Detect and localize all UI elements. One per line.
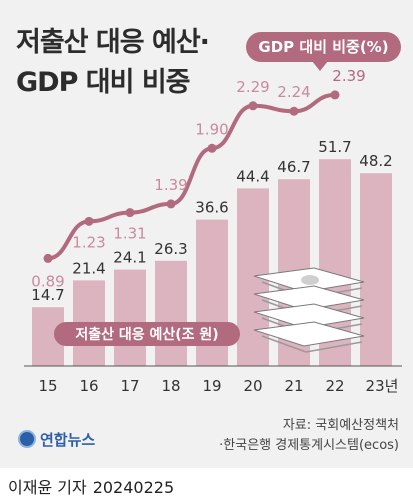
line-legend-bubble-tail bbox=[312, 61, 328, 71]
line-point bbox=[43, 253, 53, 263]
bar-18 bbox=[155, 260, 187, 366]
bar-value-label: 21.4 bbox=[72, 259, 105, 277]
line-legend-label: GDP 대비 비중(%) bbox=[258, 38, 389, 56]
line-value-label: 1.31 bbox=[113, 225, 146, 243]
bar-value-label: 48.2 bbox=[359, 152, 392, 170]
agency-logo-block: 연합뉴스 bbox=[18, 428, 95, 450]
x-tick-label: 20 bbox=[243, 377, 262, 395]
agency-logo-icon bbox=[18, 430, 36, 448]
x-tick-label: 23년 bbox=[366, 377, 399, 395]
line-point bbox=[84, 216, 94, 226]
bar-value-label: 51.7 bbox=[318, 138, 351, 156]
line-point bbox=[330, 90, 340, 100]
line-value-label: 0.89 bbox=[31, 272, 64, 290]
bar-value-labels: 14.7 21.4 24.1 26.3 36.6 44.4 46.7 51.7 48.2 bbox=[31, 138, 392, 304]
line-point bbox=[207, 143, 217, 153]
bar-series-badge-label: 저출산 대응 예산(조 원) bbox=[75, 326, 218, 343]
line-point bbox=[125, 208, 135, 218]
x-axis-tick-labels: 15 16 17 18 19 20 21 22 23년 bbox=[38, 377, 398, 395]
bar-series-badge-bg bbox=[54, 322, 240, 346]
bar-value-label: 26.3 bbox=[154, 240, 187, 258]
bar-value-label: 46.7 bbox=[277, 158, 310, 176]
x-tick-label: 21 bbox=[284, 377, 303, 395]
bar-17 bbox=[114, 269, 146, 366]
line-value-label: 2.29 bbox=[236, 78, 269, 96]
line-value-label: 1.23 bbox=[72, 233, 105, 251]
agency-name: 연합뉴스 bbox=[40, 430, 96, 449]
x-tick-label: 17 bbox=[120, 377, 139, 395]
x-tick-label: 16 bbox=[79, 377, 98, 395]
banknote-portrait bbox=[301, 275, 319, 285]
x-tick-label: 18 bbox=[161, 377, 180, 395]
bar-value-label: 24.1 bbox=[113, 249, 146, 267]
x-tick-label: 22 bbox=[325, 377, 344, 395]
line-value-label: 1.90 bbox=[195, 120, 228, 138]
chart-title-line1: 저출산 대응 예산· bbox=[16, 27, 210, 58]
publish-date: 20240225 bbox=[92, 478, 175, 497]
bar-line-chart: 저출산 대응 예산(조 원) 14.7 21.4 24.1 26.3 36.6 44.4 4… bbox=[24, 67, 402, 395]
line-point bbox=[248, 101, 258, 111]
chart-title-line2: GDP 대비 비중 bbox=[16, 67, 191, 98]
banknote-bundle bbox=[253, 321, 365, 347]
line-point bbox=[166, 199, 176, 209]
reporter-name: 이재윤 기자 bbox=[8, 478, 87, 497]
x-tick-label: 19 bbox=[202, 377, 221, 395]
money-stack-icon bbox=[253, 267, 365, 353]
bar-value-label: 44.4 bbox=[236, 167, 269, 185]
x-tick-label: 15 bbox=[38, 377, 57, 395]
line-value-label: 2.24 bbox=[277, 83, 310, 101]
byline: 이재윤 기자 20240225 bbox=[8, 474, 174, 498]
line-value-label: 2.39 bbox=[332, 67, 365, 85]
banknote-bundle bbox=[253, 285, 365, 311]
line-legend-bubble bbox=[246, 32, 401, 62]
bar-series-label-badge: 저출산 대응 예산(조 원) bbox=[54, 322, 240, 346]
line-value-label: 1.39 bbox=[154, 176, 187, 194]
line-value-labels: 0.89 1.23 1.31 1.39 1.90 2.29 2.24 2.39 bbox=[31, 67, 365, 291]
bar-value-label: 14.7 bbox=[31, 286, 64, 304]
banknote-bundle bbox=[253, 303, 365, 329]
source-line1: 자료: 국회예산정책처 bbox=[282, 418, 399, 433]
line-series bbox=[43, 90, 340, 263]
bar-23년 bbox=[360, 173, 392, 366]
line-point bbox=[289, 106, 299, 116]
source-line2: ·한국은행 경제통계시스템(ecos) bbox=[219, 438, 399, 453]
bar-value-label: 36.6 bbox=[195, 199, 228, 217]
